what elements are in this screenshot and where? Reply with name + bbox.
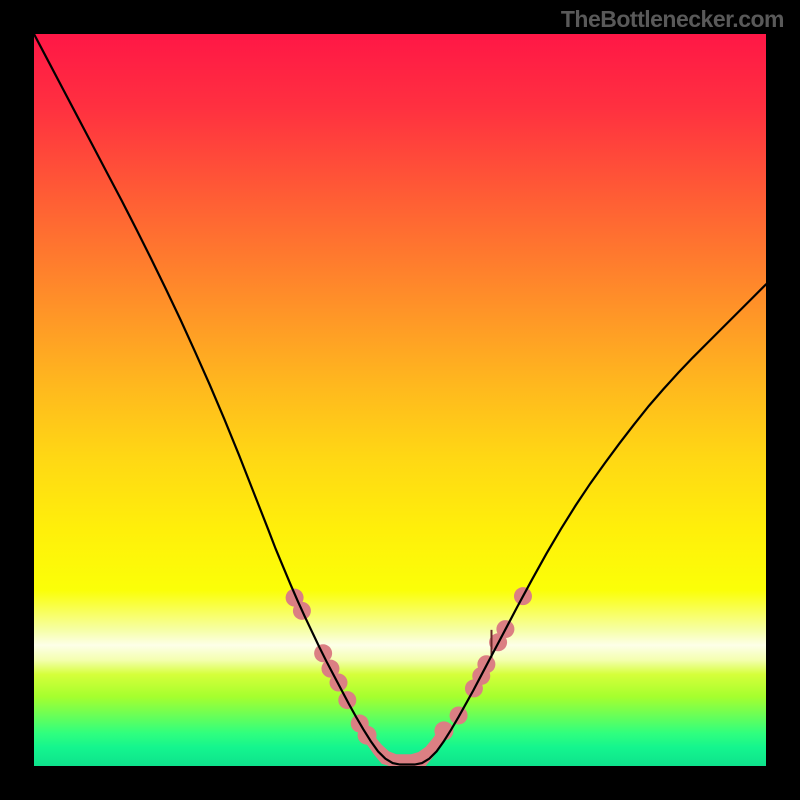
- chart-svg: [0, 0, 800, 800]
- watermark-text: TheBottlenecker.com: [561, 6, 784, 33]
- bottleneck-chart: TheBottlenecker.com: [0, 0, 800, 800]
